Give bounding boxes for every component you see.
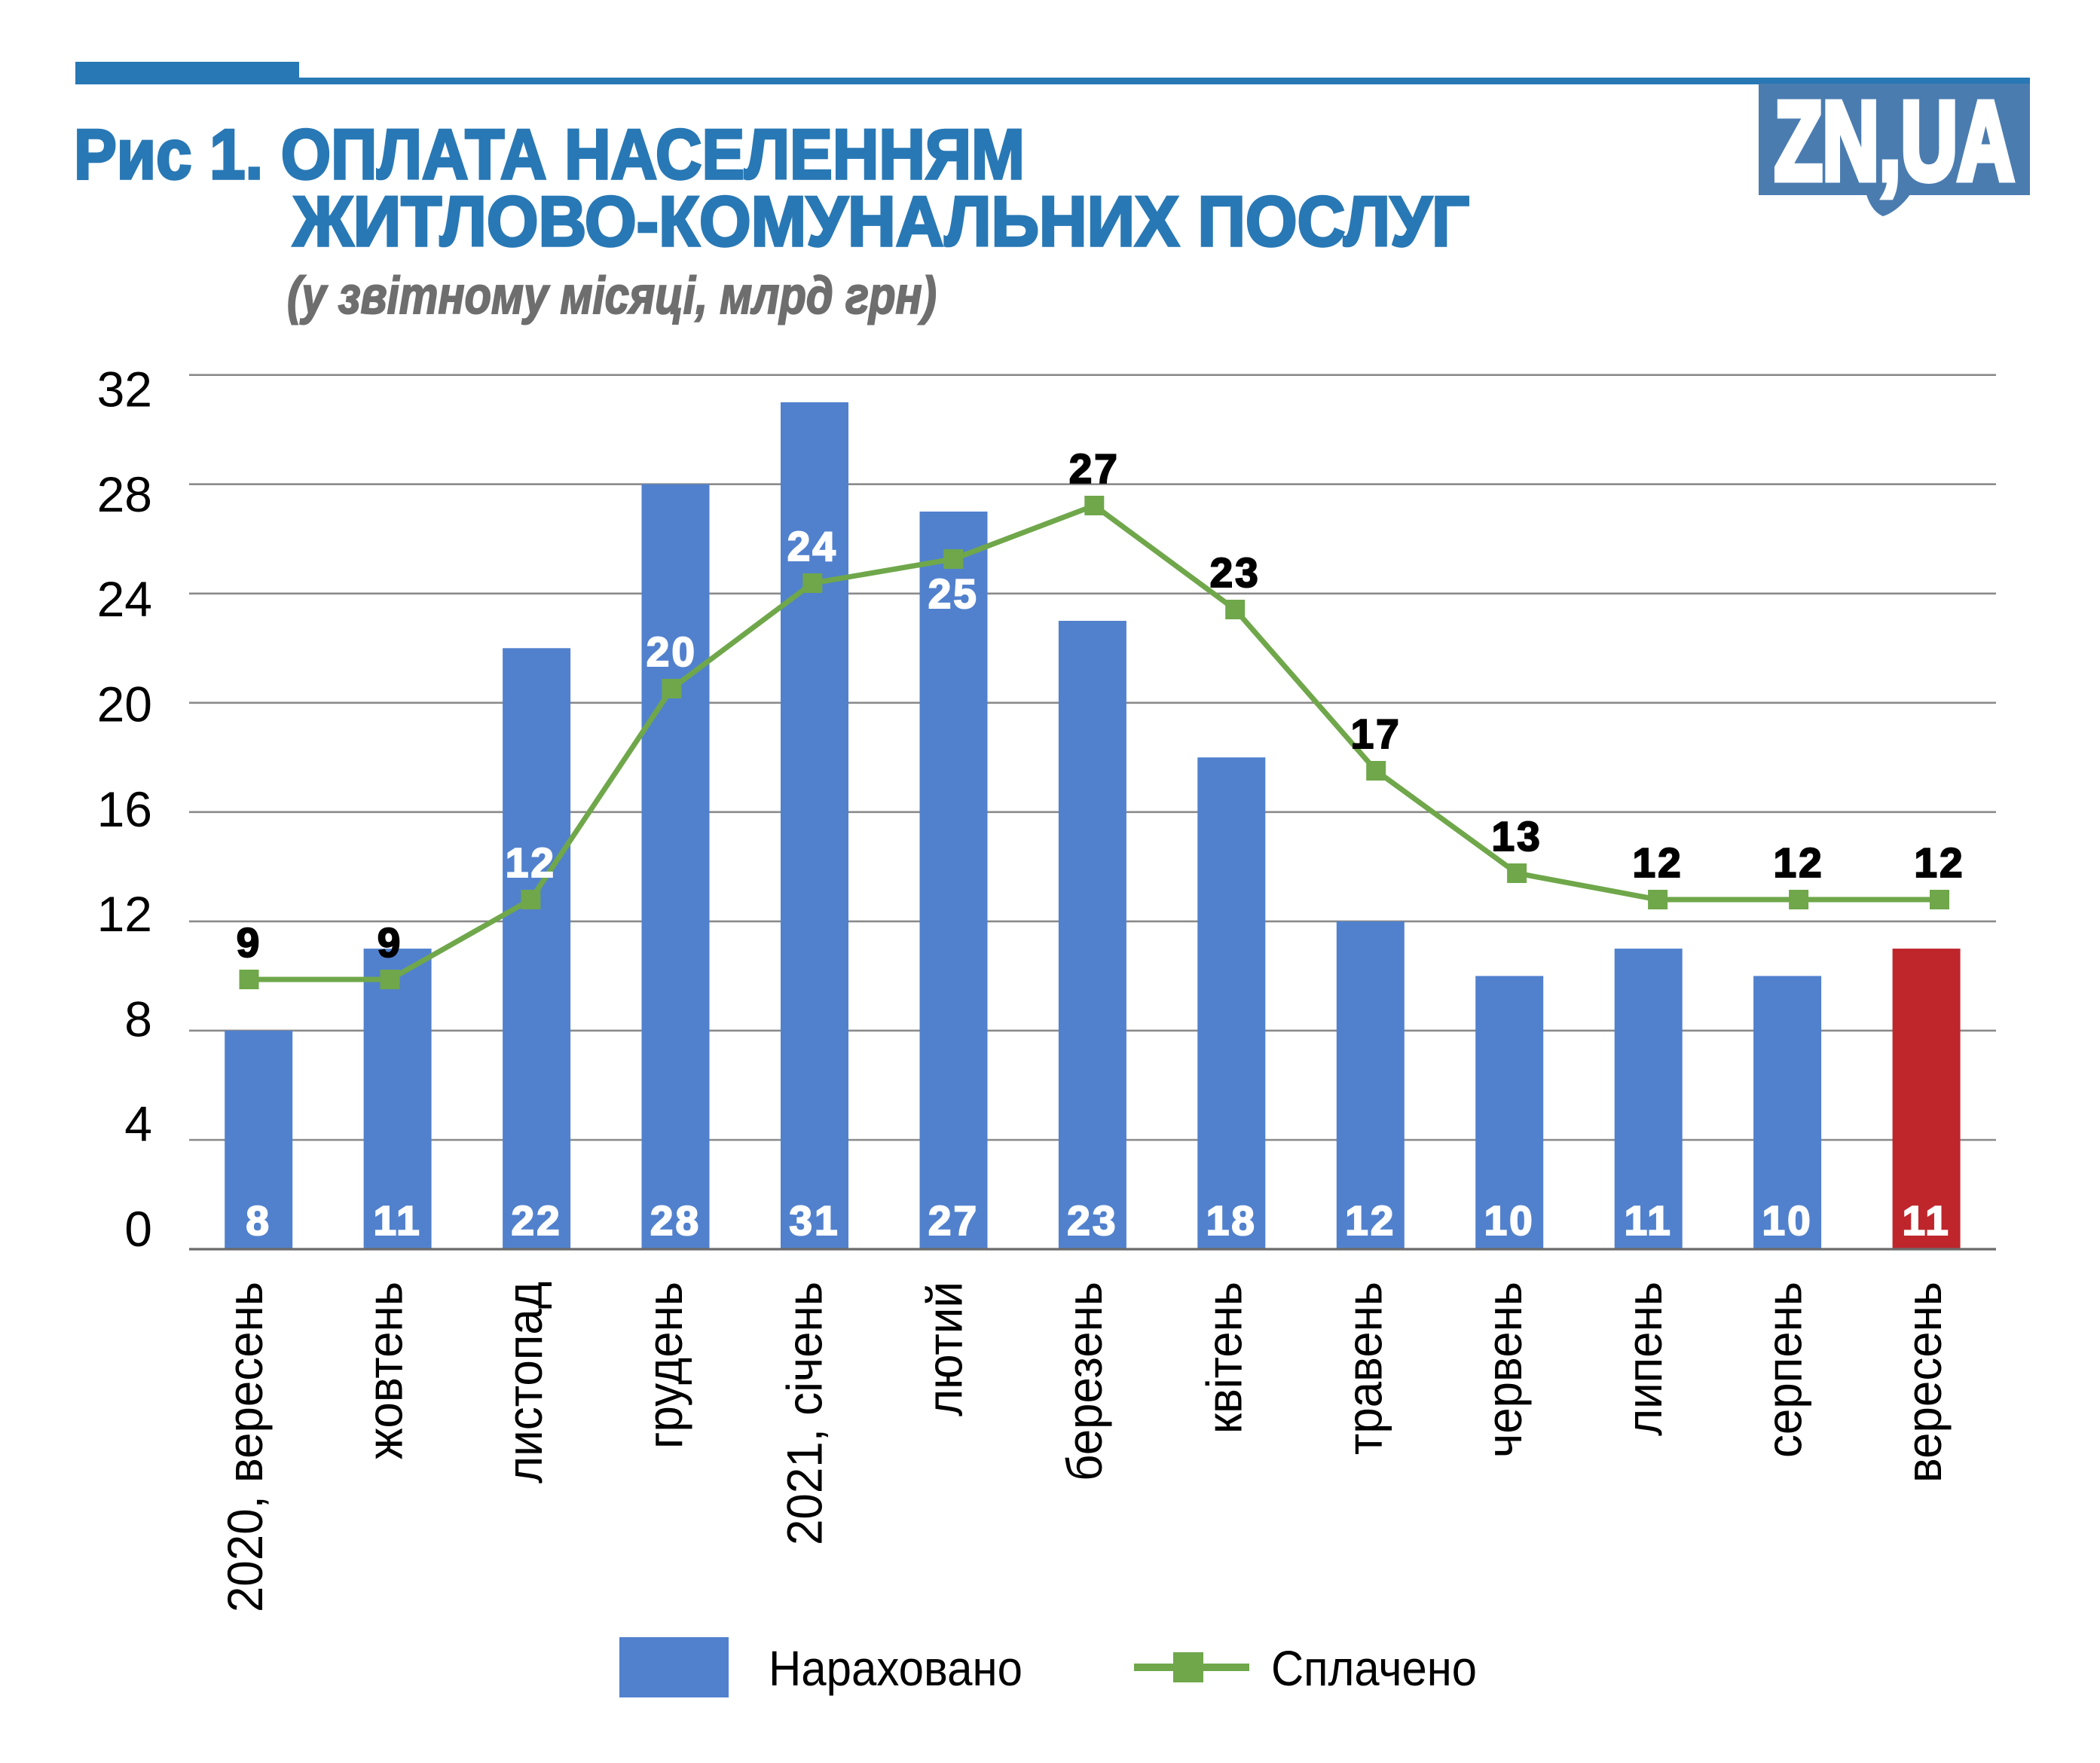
svg-text:10: 10 bbox=[1484, 1197, 1535, 1244]
svg-text:Сплачено: Сплачено bbox=[1271, 1640, 1477, 1696]
svg-text:листопад: листопад bbox=[497, 1282, 552, 1483]
svg-text:12: 12 bbox=[97, 886, 152, 942]
svg-text:ЖИТЛОВО-КОМУНАЛЬНИХ ПОСЛУГ: ЖИТЛОВО-КОМУНАЛЬНИХ ПОСЛУГ bbox=[292, 182, 1469, 261]
svg-text:травень: травень bbox=[1336, 1282, 1392, 1455]
svg-text:24: 24 bbox=[787, 523, 838, 570]
svg-text:9: 9 bbox=[237, 919, 262, 966]
svg-text:8: 8 bbox=[246, 1197, 271, 1244]
svg-text:липень: липень bbox=[1616, 1282, 1672, 1436]
svg-text:27: 27 bbox=[928, 1197, 979, 1244]
svg-text:11: 11 bbox=[374, 1197, 422, 1244]
svg-text:2020, вересень: 2020, вересень bbox=[217, 1282, 273, 1612]
svg-text:ZN,UA: ZN,UA bbox=[1774, 79, 2014, 203]
svg-text:11: 11 bbox=[1625, 1197, 1673, 1244]
svg-text:12: 12 bbox=[1633, 839, 1683, 886]
svg-text:2021, січень: 2021, січень bbox=[777, 1282, 833, 1545]
svg-text:17: 17 bbox=[1351, 710, 1402, 757]
svg-text:березень: березень bbox=[1056, 1282, 1112, 1481]
svg-text:червень: червень bbox=[1476, 1282, 1532, 1458]
svg-text:жовтень: жовтень bbox=[357, 1282, 413, 1459]
svg-text:27: 27 bbox=[1069, 445, 1120, 492]
svg-text:18: 18 bbox=[1206, 1197, 1257, 1244]
svg-text:12: 12 bbox=[506, 839, 556, 886]
svg-text:вересень: вересень bbox=[1896, 1282, 1952, 1483]
svg-text:28: 28 bbox=[97, 466, 152, 522]
svg-text:8: 8 bbox=[124, 991, 152, 1046]
svg-text:20: 20 bbox=[97, 677, 152, 732]
svg-text:20: 20 bbox=[647, 628, 697, 675]
svg-text:31: 31 bbox=[789, 1197, 839, 1244]
svg-text:12: 12 bbox=[1914, 839, 1964, 886]
svg-text:10: 10 bbox=[1762, 1197, 1813, 1244]
svg-text:4: 4 bbox=[124, 1096, 152, 1152]
svg-text:12: 12 bbox=[1774, 839, 1824, 886]
svg-text:13: 13 bbox=[1492, 813, 1542, 860]
svg-text:Рис 1. ОПЛАТА НАСЕЛЕННЯМ: Рис 1. ОПЛАТА НАСЕЛЕННЯМ bbox=[74, 115, 1025, 194]
svg-text:16: 16 bbox=[97, 781, 152, 837]
svg-text:0: 0 bbox=[124, 1201, 152, 1257]
svg-text:9: 9 bbox=[378, 919, 403, 966]
svg-text:28: 28 bbox=[650, 1197, 701, 1244]
svg-text:24: 24 bbox=[97, 571, 152, 627]
svg-text:Нараховано: Нараховано bbox=[769, 1640, 1022, 1696]
svg-text:22: 22 bbox=[512, 1197, 562, 1244]
svg-text:11: 11 bbox=[1903, 1197, 1951, 1244]
svg-text:серпень: серпень bbox=[1756, 1282, 1812, 1458]
svg-text:(у звітному місяці, млрд грн): (у звітному місяці, млрд грн) bbox=[287, 266, 937, 325]
svg-text:12: 12 bbox=[1345, 1197, 1395, 1244]
svg-text:23: 23 bbox=[1067, 1197, 1117, 1244]
svg-text:грудень: грудень bbox=[637, 1282, 692, 1449]
svg-text:лютий: лютий bbox=[916, 1282, 972, 1416]
svg-text:23: 23 bbox=[1210, 549, 1261, 596]
svg-text:квітень: квітень bbox=[1197, 1282, 1252, 1434]
svg-text:25: 25 bbox=[928, 570, 979, 617]
svg-text:32: 32 bbox=[97, 362, 152, 417]
